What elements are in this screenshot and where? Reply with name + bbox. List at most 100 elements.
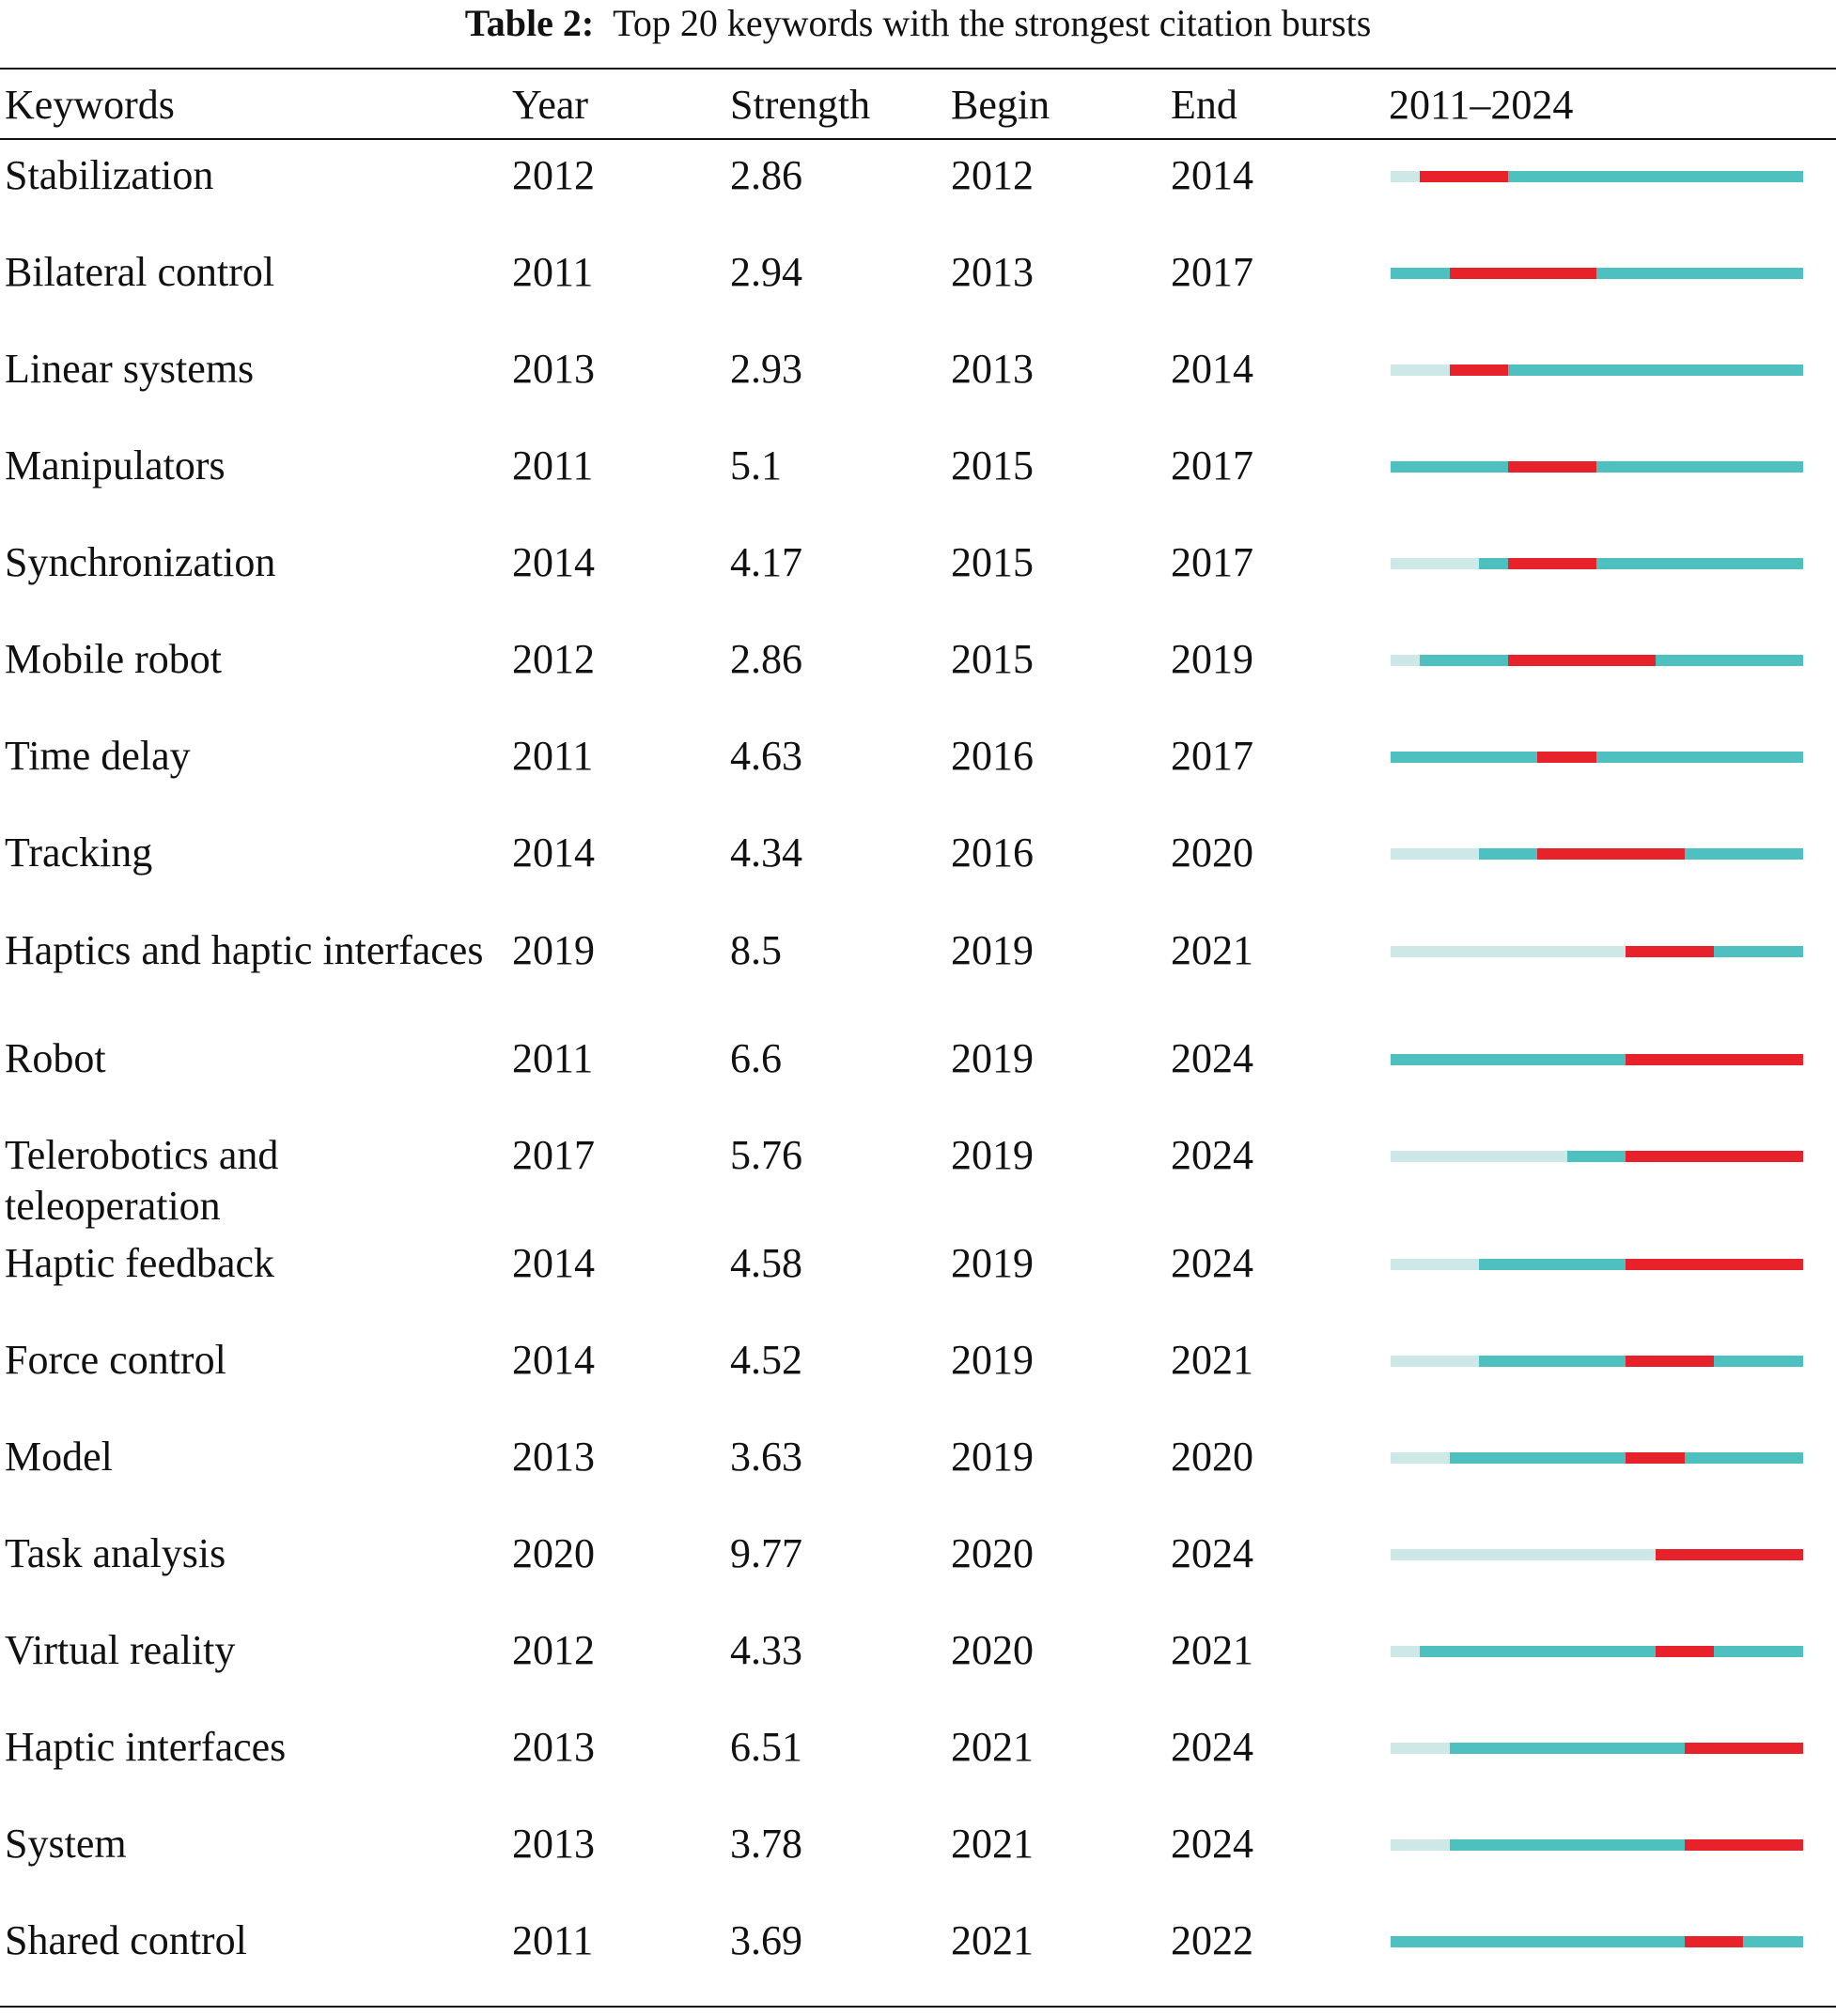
year-cell: 2012 <box>512 152 595 198</box>
timeline-segment-active <box>1626 171 1657 182</box>
timeline-segment-burst <box>1743 1259 1774 1270</box>
timeline-segment-active <box>1714 946 1745 957</box>
timeline-segment-active <box>1508 1452 1539 1464</box>
timeline-segment-active <box>1420 1054 1451 1065</box>
keyword-cell: Mobile robot <box>5 636 222 682</box>
timeline-segment-burst <box>1537 752 1568 763</box>
end-cell: 2014 <box>1171 346 1253 392</box>
timeline-segment-active <box>1391 1054 1421 1065</box>
timeline-segment-active <box>1596 171 1626 182</box>
timeline-segment-burst <box>1449 268 1480 279</box>
timeline-segment-active <box>1626 364 1657 376</box>
end-cell: 2019 <box>1171 636 1253 682</box>
timeline-segment-active <box>1449 1936 1480 1947</box>
begin-cell: 2021 <box>951 1821 1034 1867</box>
keyword-cell: Manipulators <box>5 442 226 488</box>
year-cell: 2013 <box>512 1724 595 1770</box>
timeline-segment-before <box>1391 558 1421 569</box>
timeline-segment-active <box>1655 558 1686 569</box>
timeline-segment-burst <box>1626 946 1657 957</box>
timeline-segment-before <box>1508 1151 1539 1162</box>
timeline-segment-burst <box>1537 655 1568 666</box>
timeline-segment-active <box>1655 752 1686 763</box>
keyword-cell: Bilateral control <box>5 249 275 295</box>
timeline-segment-burst <box>1655 1452 1686 1464</box>
timeline-segment-before <box>1478 1151 1509 1162</box>
timeline-segment-before <box>1420 1839 1451 1851</box>
timeline-segment-active <box>1772 461 1803 473</box>
strength-cell: 6.6 <box>730 1035 782 1081</box>
timeline-segment-active <box>1449 1054 1480 1065</box>
timeline-segment-burst <box>1566 848 1597 860</box>
timeline-segment-active <box>1566 171 1597 182</box>
timeline-segment-burst <box>1743 1549 1774 1560</box>
keyword-cell: Haptic interfaces <box>5 1724 287 1770</box>
timeline-segment-active <box>1449 461 1480 473</box>
begin-cell: 2020 <box>951 1530 1034 1576</box>
timeline-segment-active <box>1655 461 1686 473</box>
begin-cell: 2013 <box>951 249 1034 295</box>
burst-timeline <box>1391 1151 1803 1162</box>
timeline-segment-active <box>1743 558 1774 569</box>
end-cell: 2017 <box>1171 539 1253 585</box>
year-cell: 2014 <box>512 539 595 585</box>
timeline-segment-active <box>1508 848 1539 860</box>
timeline-segment-active <box>1772 655 1803 666</box>
timeline-segment-active <box>1596 1936 1626 1947</box>
year-cell: 2011 <box>512 733 594 779</box>
keyword-cell: Force control <box>5 1337 226 1383</box>
timeline-segment-active <box>1772 171 1803 182</box>
timeline-segment-burst <box>1478 171 1509 182</box>
timeline-segment-active <box>1655 1743 1686 1754</box>
begin-cell: 2019 <box>951 927 1034 973</box>
timeline-segment-active <box>1391 1936 1421 1947</box>
timeline-segment-active <box>1714 558 1745 569</box>
timeline-segment-active <box>1596 1743 1626 1754</box>
timeline-segment-active <box>1478 1054 1509 1065</box>
begin-cell: 2019 <box>951 1434 1034 1480</box>
year-cell: 2011 <box>512 1035 594 1081</box>
timeline-segment-active <box>1508 1356 1539 1367</box>
keyword-cell: Haptic feedback <box>5 1240 275 1286</box>
timeline-segment-active <box>1420 655 1451 666</box>
timeline-segment-burst <box>1743 1839 1774 1851</box>
year-cell: 2014 <box>512 1337 595 1383</box>
timeline-segment-before <box>1391 848 1421 860</box>
timeline-segment-active <box>1478 461 1509 473</box>
header-keywords: Keywords <box>5 82 175 128</box>
begin-cell: 2019 <box>951 1337 1034 1383</box>
timeline-segment-before <box>1478 1549 1509 1560</box>
timeline-segment-before <box>1449 1151 1480 1162</box>
timeline-segment-burst <box>1655 1259 1686 1270</box>
end-cell: 2017 <box>1171 442 1253 488</box>
timeline-segment-burst <box>1566 461 1597 473</box>
timeline-segment-active <box>1626 752 1657 763</box>
timeline-segment-active <box>1566 1646 1597 1657</box>
timeline-segment-burst <box>1743 1151 1774 1162</box>
burst-timeline <box>1391 364 1803 376</box>
timeline-segment-active <box>1449 1839 1480 1851</box>
timeline-segment-burst <box>1626 1054 1657 1065</box>
begin-cell: 2021 <box>951 1917 1034 1963</box>
strength-cell: 3.69 <box>730 1917 802 1963</box>
strength-cell: 2.86 <box>730 636 802 682</box>
timeline-segment-active <box>1478 1743 1509 1754</box>
header-timeline-range: 2011–2024 <box>1389 82 1574 128</box>
begin-cell: 2015 <box>951 636 1034 682</box>
year-cell: 2013 <box>512 346 595 392</box>
burst-timeline <box>1391 1054 1803 1065</box>
timeline-segment-active <box>1566 1356 1597 1367</box>
burst-timeline <box>1391 1259 1803 1270</box>
timeline-segment-active <box>1566 1151 1597 1162</box>
begin-cell: 2016 <box>951 733 1034 779</box>
timeline-segment-burst <box>1655 946 1686 957</box>
timeline-segment-burst <box>1772 1743 1803 1754</box>
timeline-segment-active <box>1743 752 1774 763</box>
timeline-segment-active <box>1772 1646 1803 1657</box>
timeline-segment-burst <box>1537 268 1568 279</box>
end-cell: 2021 <box>1171 927 1253 973</box>
timeline-segment-burst <box>1684 1054 1715 1065</box>
timeline-segment-active <box>1772 1452 1803 1464</box>
timeline-segment-active <box>1449 1452 1480 1464</box>
timeline-segment-before <box>1391 655 1421 666</box>
